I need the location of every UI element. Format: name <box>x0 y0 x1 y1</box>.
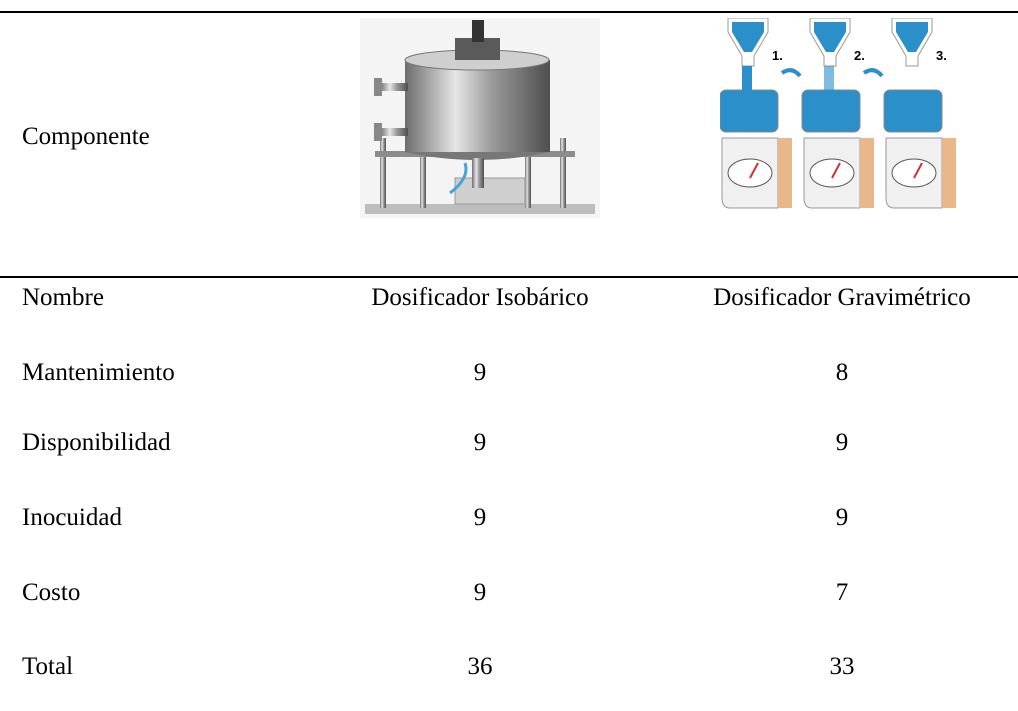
column-header: Dosificador Gravimétrico <box>713 284 971 311</box>
column-header: Nombre <box>22 284 104 311</box>
score: 33 <box>829 653 855 680</box>
score: 9 <box>473 504 487 531</box>
score: 7 <box>835 579 849 606</box>
row-label: Inocuidad <box>22 504 122 531</box>
score: 36 <box>467 653 493 680</box>
row-label: Costo <box>22 579 81 606</box>
score: 9 <box>835 504 849 531</box>
header-label: Componente <box>22 123 150 150</box>
step-label: 2. <box>854 48 865 63</box>
step-label: 3. <box>936 48 947 63</box>
step-label: 1. <box>772 48 783 63</box>
score: 9 <box>835 429 849 456</box>
score: 9 <box>473 359 487 386</box>
gravimetric-image: 1. 2. 3. <box>720 18 957 209</box>
header-rule <box>0 276 1018 278</box>
score: 9 <box>473 429 487 456</box>
top-rule <box>0 11 1018 13</box>
score: 8 <box>835 359 849 386</box>
score: 9 <box>473 579 487 606</box>
isobaric-image <box>360 18 600 218</box>
row-label: Total <box>22 653 74 680</box>
row-label: Mantenimiento <box>22 359 175 386</box>
column-header: Dosificador Isobárico <box>371 284 589 311</box>
row-label: Disponibilidad <box>22 429 171 456</box>
